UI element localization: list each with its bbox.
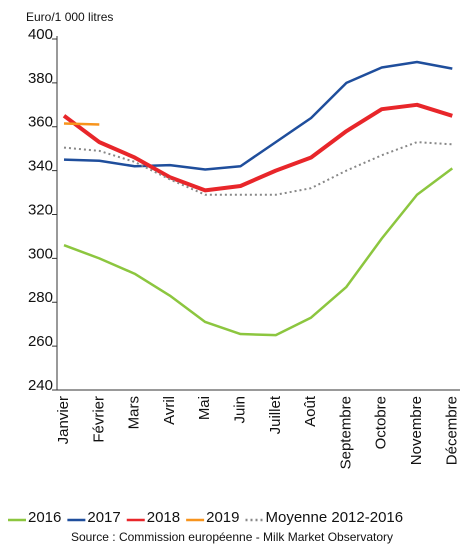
unit-label: Euro/1 000 litres [26, 10, 113, 24]
legend-label: Moyenne 2012-2016 [266, 509, 404, 526]
line-series [63, 141, 453, 196]
y-tick-label: 400 [28, 26, 53, 43]
x-tick-label: Mai [196, 396, 213, 420]
y-tick-label: 340 [28, 158, 53, 175]
x-tick-label: Juillet [267, 395, 284, 434]
x-tick-label: Octobre [373, 396, 390, 449]
x-tick-label: Février [90, 396, 107, 443]
line-series [62, 102, 453, 193]
x-tick-label: Mars [126, 396, 143, 429]
y-tick-label: 260 [28, 333, 53, 350]
x-tick-label: Avril [161, 396, 178, 425]
legend-label: 2016 [28, 509, 61, 526]
x-tick-label: Décembre [443, 396, 460, 465]
y-tick-label: 380 [28, 70, 53, 87]
x-tick-label: Novembre [408, 396, 425, 465]
line-series [63, 122, 100, 126]
line-series [63, 60, 453, 171]
line-series [63, 167, 454, 337]
x-tick-label: Juin [231, 396, 248, 424]
y-tick-label: 320 [28, 201, 53, 218]
source: Source : Commission européenne - Milk Ma… [71, 530, 393, 544]
legend-label: 2018 [147, 509, 180, 526]
y-tick-label: 300 [28, 245, 53, 262]
x-tick-label: Janvier [55, 396, 72, 444]
y-tick-label: 280 [28, 289, 53, 306]
legend-label: 2019 [206, 509, 239, 526]
x-tick-label: Août [302, 395, 319, 427]
legend-label: 2017 [87, 509, 120, 526]
y-tick-label: 240 [28, 377, 53, 394]
y-tick-label: 360 [28, 114, 53, 131]
x-tick-label: Septembre [337, 396, 354, 469]
